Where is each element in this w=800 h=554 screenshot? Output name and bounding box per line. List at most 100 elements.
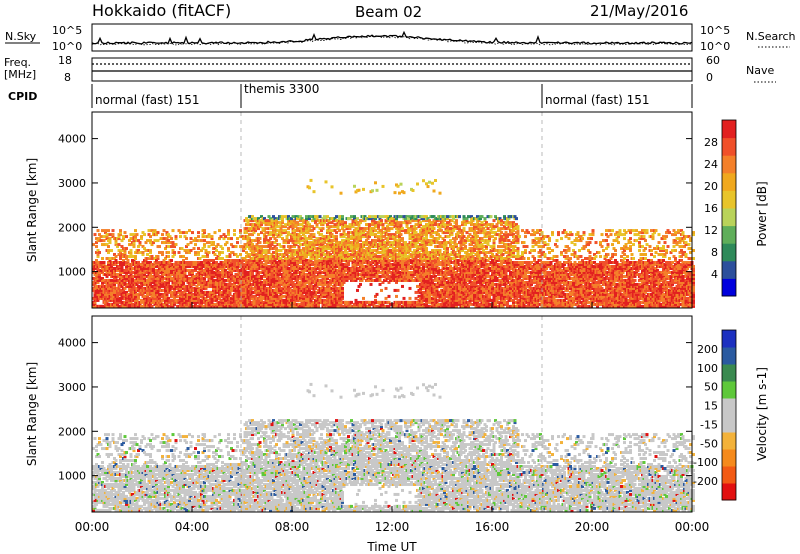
power-echo-cell: [119, 251, 122, 255]
power-echo-cell: [197, 231, 200, 235]
power-echo-cell: [161, 276, 164, 280]
power-echo-cell: [356, 262, 359, 266]
power-echo-cell: [150, 255, 154, 259]
power-echo-cell: [129, 292, 133, 296]
power-echo-cell: [242, 294, 245, 298]
cpid-label: CPID: [8, 90, 37, 103]
power-echo-cell: [288, 247, 292, 251]
power-echo-cell: [120, 302, 124, 306]
power-echo-cell: [260, 280, 263, 284]
power-echo-cell: [161, 253, 164, 257]
power-echo-cell: [270, 296, 274, 300]
power-echo-cell: [381, 243, 385, 247]
power-echo-cell: [392, 217, 395, 221]
power-echo-cell: [228, 290, 232, 294]
power-echo-cell: [180, 274, 184, 278]
power-echo-cell: [341, 227, 344, 231]
power-echo-cell: [216, 243, 220, 247]
power-echo-cell: [119, 255, 122, 259]
power-echo-cell: [99, 235, 103, 239]
power-echo-cell: [287, 284, 290, 288]
power-echo-cell: [98, 264, 101, 268]
power-echo-cell: [311, 296, 314, 300]
power-echo-cell: [129, 233, 133, 237]
power-echo-cell: [279, 249, 283, 253]
power-echo-cell: [387, 241, 391, 245]
power-echo-cell: [321, 251, 325, 255]
power-echo-cell: [173, 280, 176, 284]
power-echo-cell: [149, 292, 152, 296]
power-echo-cell: [335, 231, 338, 235]
power-echo-cell: [365, 264, 368, 268]
power-echo-cell: [228, 292, 232, 296]
power-echo-cell: [99, 290, 103, 294]
power-echo-cell: [167, 251, 170, 255]
power-echo-cell: [228, 298, 232, 302]
cpid-mode-2: themis 3300: [244, 82, 319, 96]
power-echo-cell: [273, 237, 277, 241]
power-echo-cell: [386, 257, 389, 261]
power-echo-cell: [155, 284, 158, 288]
power-echo-cell: [311, 268, 314, 272]
power-echo-cell: [116, 294, 119, 298]
power-echo-cell: [276, 229, 280, 233]
power-echo-cell: [192, 247, 196, 251]
power-echo-cell: [117, 243, 121, 247]
power-echo-cell: [230, 288, 233, 292]
power-echo-cell: [335, 257, 338, 261]
power-echo-cell: [272, 251, 275, 255]
power-echo-cell: [105, 270, 109, 274]
power-echo-cell: [351, 260, 355, 264]
power-echo-cell: [387, 300, 391, 304]
power-echo-cell: [255, 268, 259, 272]
power-echo-cell: [116, 292, 119, 296]
power-echo-cell: [218, 237, 221, 241]
power-echo-cell: [336, 225, 340, 229]
power-echo-cell: [348, 302, 352, 306]
power-echo-cell: [131, 286, 134, 290]
power-echo-cell: [185, 304, 188, 308]
power-echo-cell: [122, 288, 125, 292]
power-echo-cell: [395, 217, 398, 221]
power-echo-cell: [329, 231, 332, 235]
power-echo-cell: [218, 257, 221, 261]
power-echo-cell: [144, 268, 148, 272]
power-echo-cell: [260, 276, 263, 280]
power-echo-cell: [150, 257, 154, 261]
power-echo-cell: [176, 272, 179, 276]
power-echo-cell: [383, 264, 386, 268]
power-echo-cell: [351, 272, 355, 276]
power-echo-cell: [128, 286, 131, 290]
power-echo-cell: [341, 286, 344, 290]
power-echo-cell: [186, 249, 190, 253]
power-echo-cell: [372, 302, 376, 306]
power-echo-cell: [114, 262, 118, 266]
power-echo-cell: [107, 229, 110, 233]
power-echo-cell: [222, 233, 226, 237]
power-echo-cell: [134, 262, 137, 266]
power-echo-cell: [389, 253, 392, 257]
power-echo-cell: [359, 282, 362, 286]
power-echo-cell: [131, 288, 134, 292]
power-echo-cell: [353, 215, 356, 219]
power-echo-cell: [359, 302, 362, 306]
power-echo-cell: [111, 262, 115, 266]
power-echo-cell: [149, 251, 152, 255]
power-echo-cell: [132, 233, 136, 237]
power-echo-cell: [156, 278, 160, 282]
power-echo-cell: [150, 229, 154, 233]
power-echo-cell: [335, 239, 338, 243]
power-echo-cell: [306, 221, 310, 225]
power-echo-cell: [324, 257, 328, 261]
date-title: 21/May/2016: [590, 2, 688, 20]
power-echo-cell: [350, 247, 353, 251]
power-echo-cell: [219, 235, 223, 239]
power-echo-cell: [138, 251, 142, 255]
power-echo-cell: [188, 276, 191, 280]
power-echo-cell: [93, 292, 97, 296]
power-echo-cell: [330, 241, 334, 245]
power-echo-cell: [113, 292, 116, 296]
power-echo-cell: [338, 294, 341, 298]
power-echo-cell: [201, 294, 205, 298]
power-echo-cell: [279, 292, 283, 296]
